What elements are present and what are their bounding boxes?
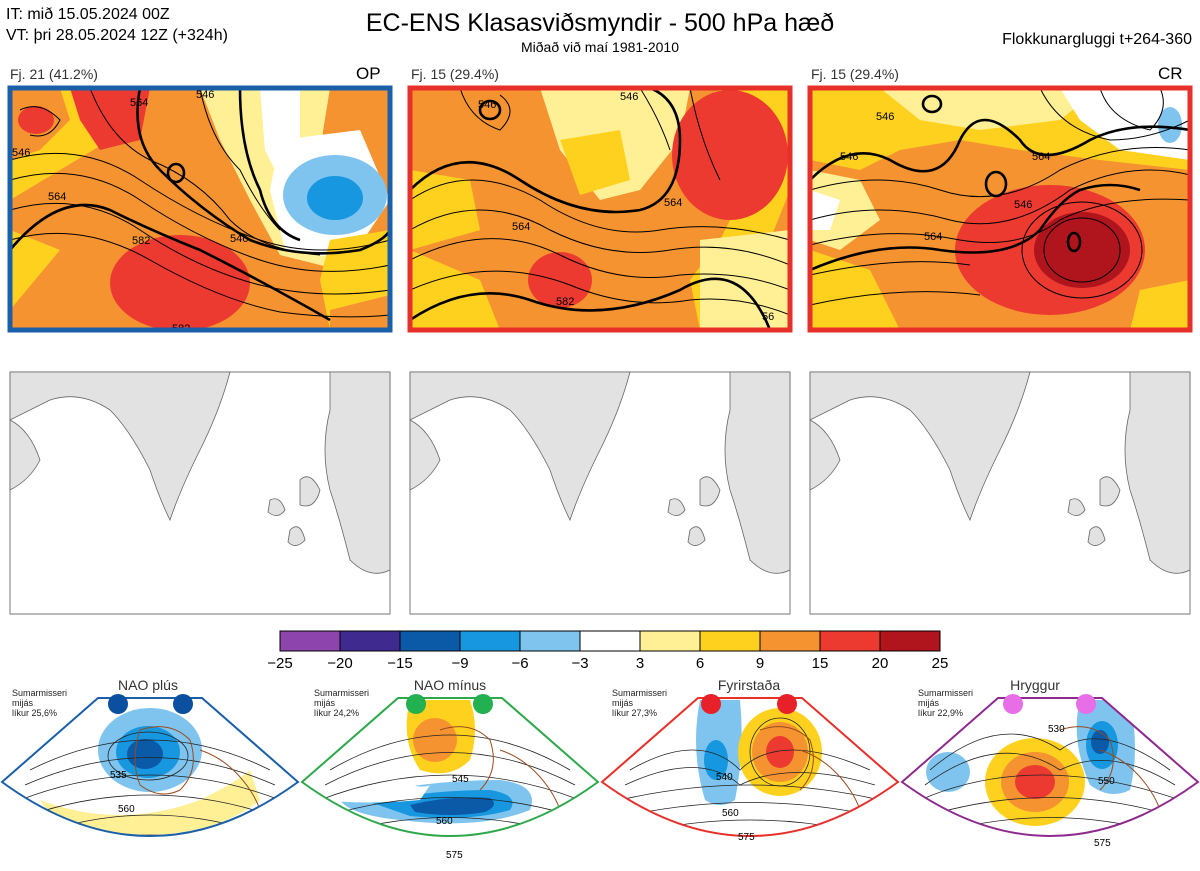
colorbar-tick-label: 9 bbox=[755, 655, 765, 672]
panel-1-contour-label: 582 bbox=[132, 235, 150, 247]
regime-4-info: Sumarmisseri mijás líkur 22,9% bbox=[918, 688, 974, 718]
colorbar-segment bbox=[339, 630, 401, 652]
colorbar-segment bbox=[399, 630, 461, 652]
panel-2-contour-label: 546 bbox=[478, 99, 496, 111]
colorbar-tick-label: 15 bbox=[811, 655, 829, 672]
panel-2-contour-label: 582 bbox=[556, 296, 574, 308]
panel-3-tag: CR bbox=[1158, 64, 1183, 83]
regime-3-dot bbox=[777, 694, 797, 714]
regime-map-ridge: 530 550 575 bbox=[900, 694, 1200, 849]
blank-map-3 bbox=[809, 371, 1191, 615]
regime-2-info: Sumarmisseri mijás líkur 24,2% bbox=[314, 688, 370, 718]
colorbar-tick-label: −15 bbox=[387, 655, 413, 672]
regime-4-contour-label: 575 bbox=[1094, 838, 1111, 849]
page-title: EC-ENS Klasasviðsmyndir - 500 hPa hæð bbox=[365, 9, 835, 37]
regime-4-contour-label: 550 bbox=[1098, 776, 1115, 787]
colorbar-tick-label: 20 bbox=[871, 655, 889, 672]
panel-3-label: Fj. 15 (29.4%) bbox=[811, 66, 899, 82]
cluster-map-2: 546 546 564 582 564 56 bbox=[407, 85, 793, 333]
regime-2-title: NAO mínus bbox=[413, 677, 487, 693]
colorbar-segment bbox=[879, 630, 941, 652]
colorbar-tick-label: −9 bbox=[451, 655, 469, 672]
panel-3-contour-label: 546 bbox=[1014, 199, 1032, 211]
regime-4-dot bbox=[1003, 694, 1023, 714]
panel-2-contour-label: 56 bbox=[762, 311, 774, 323]
regime-3-info: Sumarmisseri mijás líkur 27,3% bbox=[612, 688, 668, 718]
colorbar-ticks: −25 −20 −15 −9 −6 −3 3 6 9 15 20 25 bbox=[0, 655, 1200, 677]
regime-map-nao-minus: 545 560 575 bbox=[300, 694, 600, 861]
regime-1-dot bbox=[108, 694, 128, 714]
regime-2-dot bbox=[406, 694, 426, 714]
colorbar-tick-label: 3 bbox=[635, 655, 645, 672]
panel-2-contour-label: 546 bbox=[620, 91, 638, 103]
panel-1-contour-label: 564 bbox=[48, 191, 66, 203]
colorbar-segment bbox=[819, 630, 881, 652]
regime-1-contour-label: 535 bbox=[110, 770, 127, 781]
regime-4-contour-label: 530 bbox=[1048, 724, 1065, 735]
regime-maps: 535 560 545 bbox=[0, 694, 1200, 861]
regime-1-contour-label: 560 bbox=[118, 804, 135, 815]
colorbar-segment bbox=[519, 630, 581, 652]
panel-2-border bbox=[407, 85, 793, 333]
cluster-map-3: 546 546 564 564 546 bbox=[807, 85, 1193, 333]
panel-3-contour-label: 546 bbox=[876, 111, 894, 123]
regime-2-contour-label: 560 bbox=[436, 816, 453, 827]
colorbar-segment bbox=[639, 630, 701, 652]
colorbar-tick-label: −6 bbox=[511, 655, 529, 672]
panel-1-border bbox=[7, 85, 393, 333]
regime-4-dot bbox=[1076, 694, 1096, 714]
panel-1-contour-label: 546 bbox=[230, 233, 248, 245]
header-left: IT: mið 15.05.2024 00Z VT: þri 28.05.202… bbox=[6, 4, 228, 46]
panel-1-contour-label: 546 bbox=[196, 89, 214, 101]
regime-3-contour-label: 575 bbox=[738, 832, 755, 843]
panel-1-label: Fj. 21 (41.2%) bbox=[10, 66, 98, 82]
colorbar-tick-label: −20 bbox=[327, 655, 353, 672]
colorbar-segment bbox=[759, 630, 821, 652]
regime-2-contour-label: 575 bbox=[446, 850, 463, 861]
regime-map-blocking: 540 560 575 bbox=[600, 694, 900, 843]
panel-3-contour-label: 564 bbox=[924, 231, 942, 243]
regime-2-contour-label: 545 bbox=[452, 774, 469, 785]
blank-map-2 bbox=[409, 371, 791, 615]
page-subtitle: Miðað við maí 1981-2010 bbox=[521, 39, 679, 55]
colorbar-tick-label: −25 bbox=[267, 655, 293, 672]
colorbar-segment bbox=[699, 630, 761, 652]
cluster-maps: 546 564 546 564 582 546 582 bbox=[7, 85, 1193, 335]
colorbar-segment bbox=[459, 630, 521, 652]
panel-1-contour-label: 546 bbox=[12, 147, 30, 159]
regime-1-dot bbox=[173, 694, 193, 714]
regime-3-contour-label: 560 bbox=[722, 808, 739, 819]
regime-3-title: Fyrirstaða bbox=[717, 677, 781, 693]
regime-1-info: Sumarmisseri mijás líkur 25,6% bbox=[12, 688, 68, 718]
blank-maps bbox=[9, 371, 1191, 615]
panel-2-label: Fj. 15 (29.4%) bbox=[411, 66, 499, 82]
panel-1-contour-label: 564 bbox=[130, 97, 148, 109]
regime-1-title: NAO plús bbox=[118, 677, 178, 693]
colorbar-segment bbox=[279, 630, 341, 652]
cluster-map-1: 546 564 546 564 582 546 582 bbox=[7, 85, 393, 335]
regime-3-contour-label: 540 bbox=[716, 772, 733, 783]
blank-map-1 bbox=[9, 371, 391, 615]
colorbar-tick-label: −3 bbox=[571, 655, 589, 672]
colorbar-tick-label: 25 bbox=[931, 655, 949, 672]
colorbar-tick-label: 6 bbox=[695, 655, 705, 672]
panel-1-tag: OP bbox=[356, 64, 381, 83]
panel-3-border bbox=[807, 85, 1193, 333]
cluster-window: Flokkunargluggi t+264-360 bbox=[1002, 31, 1192, 48]
regime-map-nao-plus: 535 560 bbox=[0, 694, 300, 837]
regime-3-dot bbox=[701, 694, 721, 714]
regime-4-title: Hryggur bbox=[1010, 677, 1060, 693]
panel-3-contour-label: 564 bbox=[1032, 151, 1050, 163]
panel-2-contour-label: 564 bbox=[512, 221, 530, 233]
colorbar-segment bbox=[579, 630, 641, 652]
regime-2-dot bbox=[473, 694, 493, 714]
panel-3-contour-label: 546 bbox=[840, 151, 858, 163]
panel-2-contour-label: 564 bbox=[664, 197, 682, 209]
valid-time: VT: þri 28.05.2024 12Z (+324h) bbox=[6, 27, 228, 44]
colorbar bbox=[279, 630, 941, 652]
init-time: IT: mið 15.05.2024 00Z bbox=[6, 6, 170, 23]
